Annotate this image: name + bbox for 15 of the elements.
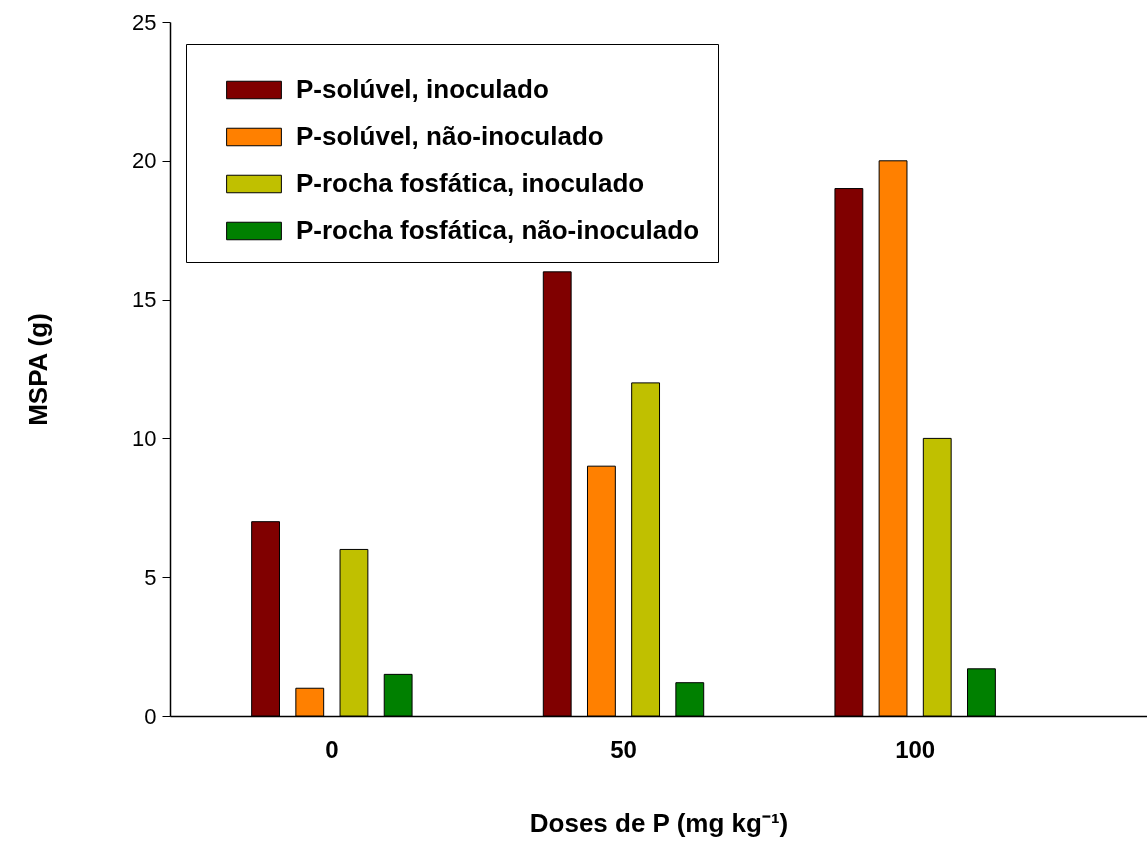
x-tick-label: 100 (895, 735, 936, 763)
x-axis-title: Doses de P (mg kg⁻¹) (529, 807, 789, 838)
y-tick-label: 25 (132, 9, 157, 35)
y-tick-label: 15 (132, 287, 157, 313)
y-tick-label: 10 (132, 425, 157, 451)
y-axis-title: MSPA (g) (23, 313, 54, 426)
y-tick-label: 0 (144, 703, 157, 729)
x-tick-label: 50 (610, 735, 637, 763)
legend-label: P-solúvel, não-inoculado (296, 121, 604, 151)
legend-label: P-rocha fosfática, não-inoculado (296, 215, 700, 245)
legend-label: P-solúvel, inoculado (296, 74, 549, 104)
legend-label: P-rocha fosfática, inoculado (296, 168, 645, 198)
y-tick-label: 5 (144, 564, 157, 590)
x-tick-label: 0 (325, 735, 339, 763)
y-tick-label: 20 (132, 148, 157, 174)
